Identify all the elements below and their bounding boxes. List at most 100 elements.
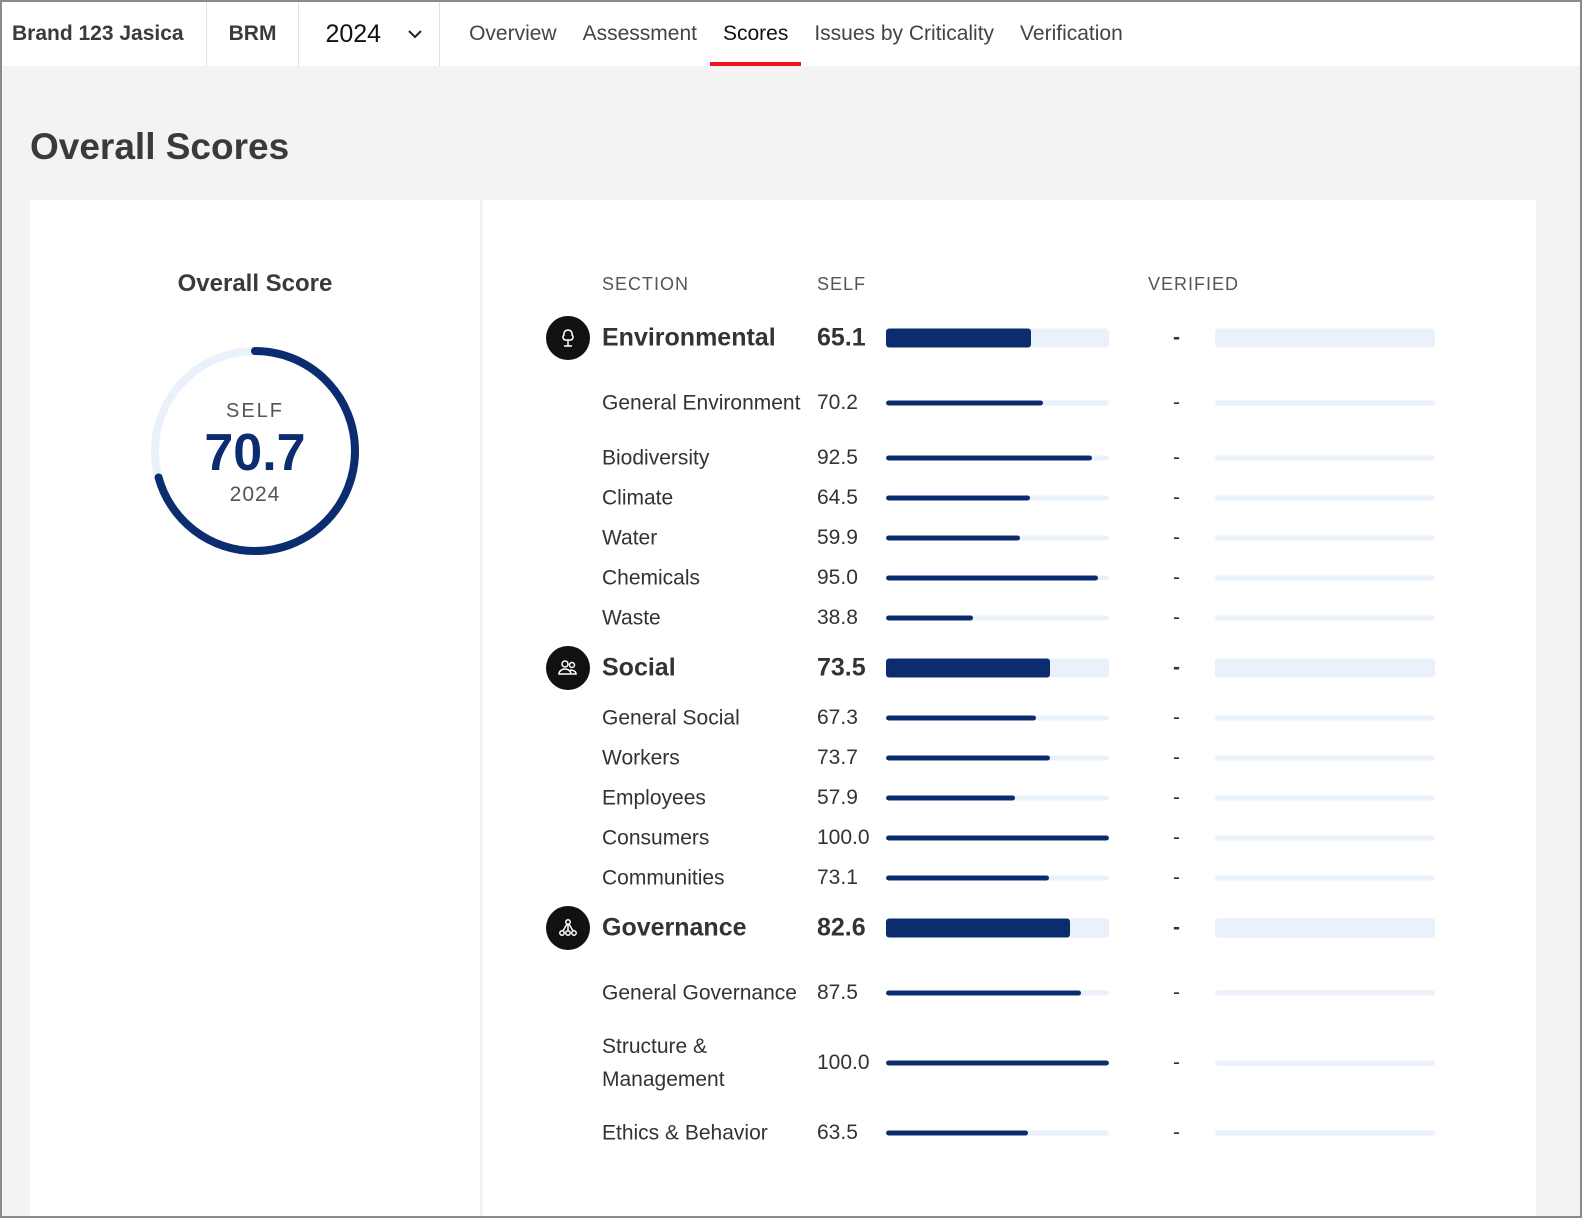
self-bar-fill	[886, 835, 1109, 841]
self-score: 73.7	[817, 746, 858, 769]
self-bar-fill	[886, 658, 1050, 678]
self-bar	[886, 455, 1109, 461]
verified-bar	[1215, 795, 1435, 801]
section-row: Social 73.5 -	[483, 638, 1536, 698]
verified-score: -	[1173, 1121, 1180, 1144]
chevron-down-icon	[408, 30, 422, 39]
self-bar-fill	[886, 495, 1030, 501]
self-bar	[886, 658, 1109, 678]
overall-score-title: Overall Score	[177, 270, 333, 297]
row-label: Water	[602, 526, 658, 550]
verified-bar	[1215, 495, 1435, 501]
self-score: 92.5	[817, 446, 858, 469]
verified-bar	[1215, 918, 1435, 938]
year-select[interactable]: 2024	[299, 2, 441, 66]
verified-bar	[1215, 835, 1435, 841]
subsection-row: Climate 64.5 -	[483, 478, 1536, 518]
self-score: 73.5	[817, 653, 866, 682]
row-label: Consumers	[602, 826, 710, 850]
verified-score: -	[1173, 1051, 1180, 1074]
subsection-row: Waste 38.8 -	[483, 598, 1536, 638]
verified-bar	[1215, 400, 1435, 406]
verified-score: -	[1173, 866, 1180, 889]
ring-year: 2024	[229, 483, 281, 506]
row-label: General Social	[602, 706, 740, 730]
section-scores-card: SECTION SELF VERIFIED Environmental 65.1…	[483, 200, 1536, 1216]
self-score: 100.0	[817, 1051, 870, 1074]
verified-score: -	[1173, 706, 1180, 729]
network-icon	[546, 906, 590, 950]
self-bar	[886, 918, 1109, 938]
tab-verification[interactable]: Verification	[1020, 22, 1123, 45]
row-label: Structure & Management	[602, 1035, 725, 1091]
self-bar	[886, 575, 1109, 581]
tab-scores[interactable]: Scores	[709, 2, 802, 66]
col-section: SECTION	[602, 274, 690, 294]
ring-label: SELF	[225, 400, 285, 422]
section-row: Environmental 65.1 -	[483, 308, 1536, 368]
overall-score-value: 70.7	[204, 424, 306, 482]
self-bar-fill	[886, 455, 1093, 461]
verified-bar	[1215, 875, 1435, 881]
self-bar-fill	[886, 918, 1071, 938]
self-bar	[886, 875, 1109, 881]
self-bar	[886, 835, 1109, 841]
subsection-row: Biodiversity 92.5 -	[483, 438, 1536, 478]
self-score: 65.1	[817, 323, 866, 352]
self-bar-fill	[886, 875, 1049, 881]
verified-score: -	[1173, 526, 1180, 549]
self-bar	[886, 795, 1109, 801]
self-bar	[886, 400, 1109, 406]
subsection-row: Structure & Management 100.0 -	[483, 1028, 1536, 1098]
row-label: Chemicals	[602, 566, 701, 590]
verified-bar	[1215, 658, 1435, 678]
score-table: Environmental 65.1 - General Environment…	[483, 308, 1536, 1168]
verified-score: -	[1173, 391, 1180, 414]
self-score: 95.0	[817, 566, 858, 589]
col-verified: VERIFIED	[1148, 274, 1240, 294]
verified-bar	[1215, 755, 1435, 761]
verified-score: -	[1173, 326, 1180, 349]
tab-issues-by-criticality[interactable]: Issues by Criticality	[814, 22, 995, 45]
ring-fill	[151, 347, 359, 555]
row-label: Workers	[602, 746, 680, 770]
verified-score: -	[1173, 566, 1180, 589]
org-code: BRM	[207, 2, 300, 66]
section-row: Governance 82.6 -	[483, 898, 1536, 958]
verified-bar	[1215, 535, 1435, 541]
self-score: 100.0	[817, 826, 870, 849]
verified-score: -	[1173, 826, 1180, 849]
self-score: 73.1	[817, 866, 858, 889]
self-bar-fill	[886, 795, 1016, 801]
verified-score: -	[1173, 486, 1180, 509]
subsection-row: Water 59.9 -	[483, 518, 1536, 558]
top-nav: Brand 123 Jasica BRM 2024 Overview Assess…	[2, 2, 1580, 66]
tab-overview[interactable]: Overview	[469, 22, 557, 45]
col-self: SELF	[817, 274, 867, 294]
self-bar-fill	[886, 1130, 1028, 1136]
row-label: Waste	[602, 606, 661, 630]
self-bar	[886, 535, 1109, 541]
row-label: Climate	[602, 486, 674, 510]
self-score: 38.8	[817, 606, 858, 629]
verified-score: -	[1173, 786, 1180, 809]
verified-bar	[1215, 575, 1435, 581]
row-label: Governance	[602, 913, 747, 942]
self-score: 63.5	[817, 1121, 858, 1144]
row-label: Communities	[602, 866, 725, 890]
self-bar-fill	[886, 328, 1032, 348]
self-bar-fill	[886, 990, 1082, 996]
subsection-row: Ethics & Behavior 63.5 -	[483, 1098, 1536, 1168]
verified-score: -	[1173, 606, 1180, 629]
self-bar	[886, 1130, 1109, 1136]
self-bar-fill	[886, 715, 1037, 721]
row-label: Social	[602, 653, 676, 682]
self-score: 64.5	[817, 486, 858, 509]
subsection-row: Chemicals 95.0 -	[483, 558, 1536, 598]
verified-bar	[1215, 715, 1435, 721]
verified-bar	[1215, 328, 1435, 348]
self-bar	[886, 328, 1109, 348]
tab-assessment[interactable]: Assessment	[582, 22, 697, 45]
self-score: 87.5	[817, 981, 858, 1004]
